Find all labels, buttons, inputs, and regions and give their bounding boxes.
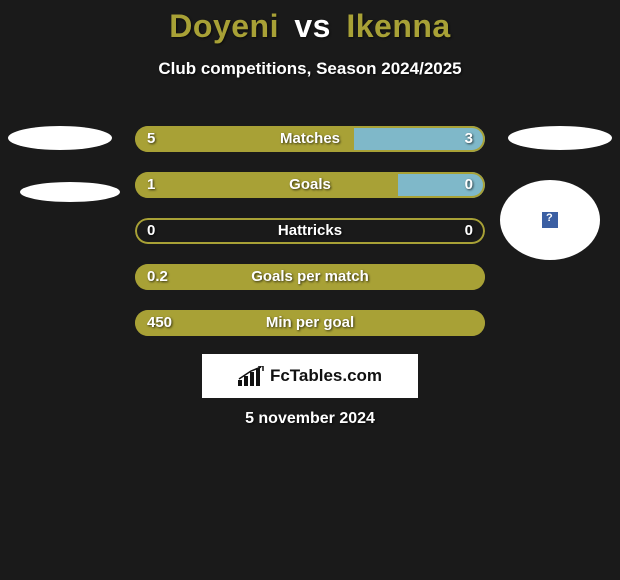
stat-row: 10Goals xyxy=(135,172,485,198)
stat-row: 00Hattricks xyxy=(135,218,485,244)
player1-avatar-shape-b xyxy=(20,182,120,202)
subtitle: Club competitions, Season 2024/2025 xyxy=(0,59,620,79)
comparison-infographic: Doyeni vs Ikenna Club competitions, Seas… xyxy=(0,0,620,580)
unknown-badge-icon xyxy=(542,212,558,228)
stat-label: Goals xyxy=(135,172,485,198)
brand-text: FcTables.com xyxy=(270,366,382,386)
date-label: 5 november 2024 xyxy=(0,410,620,428)
stat-row: 450Min per goal xyxy=(135,310,485,336)
stat-label: Min per goal xyxy=(135,310,485,336)
player2-name: Ikenna xyxy=(346,8,450,44)
stat-row: 0.2Goals per match xyxy=(135,264,485,290)
stat-label: Matches xyxy=(135,126,485,152)
comparison-bars: 53Matches 10Goals 00Hattricks 0.2Goals per … xyxy=(135,126,485,356)
player2-avatar-shape-a xyxy=(508,126,612,150)
brand-box: FcTables.com xyxy=(202,354,418,398)
page-title: Doyeni vs Ikenna xyxy=(0,0,620,45)
player1-name: Doyeni xyxy=(169,8,279,44)
stat-label: Hattricks xyxy=(135,218,485,244)
player2-avatar-shape-b xyxy=(500,180,600,260)
stat-label: Goals per match xyxy=(135,264,485,290)
player1-avatar-shape-a xyxy=(8,126,112,150)
vs-label: vs xyxy=(294,8,331,44)
brand-logo-icon xyxy=(238,366,264,386)
stat-row: 53Matches xyxy=(135,126,485,152)
